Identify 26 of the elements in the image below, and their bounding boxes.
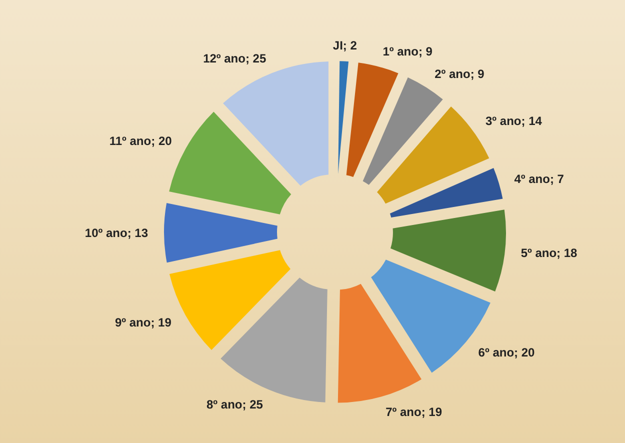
data-label: ; 9 xyxy=(418,44,433,58)
data-label: ; 19 xyxy=(421,405,442,420)
slice-label: 3º ano xyxy=(486,114,522,128)
slice-label: 9º ano xyxy=(114,316,151,330)
data-label: ; 20 xyxy=(151,134,172,148)
data-label: ; 13 xyxy=(127,226,148,240)
data-label: ; 25 xyxy=(245,51,266,66)
slice-label: 12º ano xyxy=(203,51,246,66)
slice-label: 6º ano xyxy=(478,345,514,360)
slice-label: 4º ano xyxy=(514,172,550,186)
data-label: ; 2 xyxy=(342,38,358,52)
data-label: ; 14 xyxy=(521,114,542,128)
slice-label: 2º ano xyxy=(434,66,470,81)
slice-label: 1º ano xyxy=(382,44,418,58)
data-label: ; 19 xyxy=(150,316,172,330)
data-label: ; 9 xyxy=(470,66,485,81)
data-label: ; 20 xyxy=(514,345,536,360)
slice-label: 5º ano xyxy=(520,246,557,260)
data-label: ; 7 xyxy=(550,172,564,186)
slice-label: JI xyxy=(332,38,343,52)
slice-label: 7º ano xyxy=(386,405,422,420)
data-label: ; 25 xyxy=(242,398,264,412)
data-label: ; 18 xyxy=(556,246,578,260)
slice-label: 11º ano xyxy=(109,134,152,148)
slice-label: 8º ano xyxy=(206,398,242,412)
slice-label: 10º ano xyxy=(84,226,128,240)
